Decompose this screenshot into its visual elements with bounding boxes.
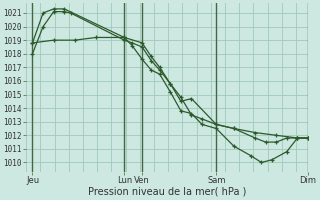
X-axis label: Pression niveau de la mer( hPa ): Pression niveau de la mer( hPa ) — [88, 187, 246, 197]
